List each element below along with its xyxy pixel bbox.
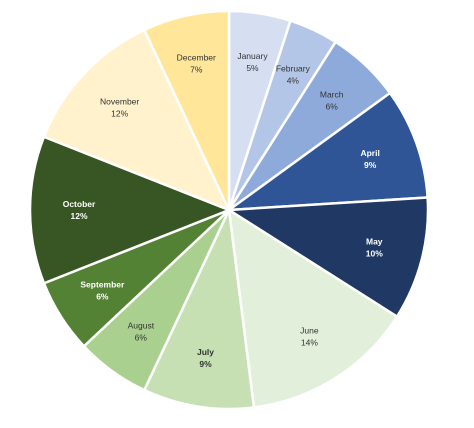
pie-labels: January 5% February 4% March 6% April 9% May 10% J… [63,51,384,369]
slice-label-march: March [320,90,344,100]
slice-label-september: September [80,279,125,289]
slice-value-march: 6% [326,102,339,112]
slice-october [28,135,233,285]
slice-value-august: 6% [135,332,148,342]
slice-value-november: 12% [111,108,128,118]
slice-label-june: June [300,326,319,336]
slice-november [42,28,232,213]
slice-value-july: 9% [199,359,212,369]
slice-value-february: 4% [287,75,300,85]
slice-july [142,205,256,411]
slice-label-february: February [276,63,311,73]
pie-slices [28,9,430,411]
slice-value-june: 14% [301,338,318,348]
slice-april [224,91,429,212]
slice-value-may: 10% [366,248,383,258]
slice-december [142,9,231,211]
slice-label-july: July [197,347,214,357]
slice-label-december: December [177,53,216,63]
slice-label-may: May [366,236,383,246]
slice-label-october: October [63,199,96,209]
slice-label-august: August [128,320,155,330]
slice-label-january: January [237,51,268,61]
slice-june [227,207,399,409]
slice-value-april: 9% [364,160,377,170]
slice-label-november: November [100,96,139,106]
slice-value-september: 6% [96,291,109,301]
slice-may [225,196,430,319]
slice-value-january: 5% [246,63,259,73]
slice-value-december: 7% [190,65,203,75]
slice-value-october: 12% [70,211,87,221]
slice-label-april: April [360,148,379,158]
